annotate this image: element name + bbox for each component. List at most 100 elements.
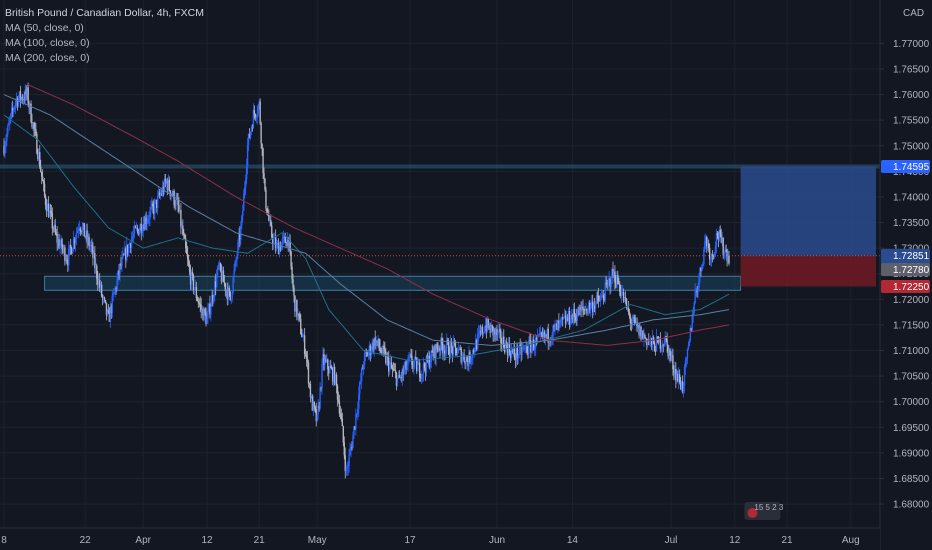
ma100-legend[interactable]: MA (100, close, 0) bbox=[5, 37, 90, 49]
x-tick-label: Aug bbox=[842, 535, 860, 546]
candle bbox=[185, 234, 187, 253]
candle bbox=[168, 176, 170, 192]
candle bbox=[518, 341, 520, 359]
candle bbox=[211, 288, 213, 307]
candle bbox=[719, 225, 721, 238]
ma50-line[interactable] bbox=[3, 114, 730, 362]
candle bbox=[466, 355, 468, 363]
candle bbox=[358, 386, 360, 417]
candle bbox=[68, 241, 70, 271]
candle bbox=[182, 219, 184, 236]
candle bbox=[251, 124, 254, 132]
candle bbox=[49, 203, 52, 220]
candle bbox=[242, 204, 244, 223]
candle bbox=[121, 251, 123, 273]
candle bbox=[93, 250, 95, 259]
candle bbox=[318, 401, 320, 412]
candle bbox=[91, 238, 93, 255]
candle bbox=[135, 222, 138, 232]
resistance-line[interactable] bbox=[0, 164, 880, 169]
target-zone[interactable] bbox=[740, 166, 876, 256]
candle bbox=[261, 143, 263, 157]
candle bbox=[619, 280, 621, 297]
candle bbox=[100, 281, 103, 298]
candle bbox=[354, 425, 356, 431]
candle bbox=[628, 308, 631, 319]
candle bbox=[705, 233, 707, 249]
candle bbox=[285, 241, 287, 247]
candle bbox=[394, 363, 397, 379]
candle bbox=[399, 374, 402, 381]
candle bbox=[306, 350, 309, 370]
candle bbox=[581, 301, 583, 312]
ma200-line[interactable] bbox=[26, 83, 730, 346]
candle bbox=[404, 360, 406, 376]
ma100-line[interactable] bbox=[3, 94, 730, 346]
candle bbox=[111, 290, 113, 318]
y-tick-label: 1.69500 bbox=[893, 423, 930, 434]
candle bbox=[265, 186, 267, 212]
candle bbox=[447, 338, 450, 356]
candle bbox=[342, 425, 344, 447]
candle bbox=[222, 266, 225, 282]
candle bbox=[465, 356, 467, 370]
candle bbox=[436, 341, 438, 353]
candle bbox=[668, 345, 670, 362]
candle bbox=[692, 306, 694, 323]
candle bbox=[709, 257, 712, 266]
candle bbox=[305, 351, 308, 367]
candle bbox=[244, 181, 246, 199]
ma200-legend[interactable]: MA (200, close, 0) bbox=[5, 52, 90, 64]
candle bbox=[276, 239, 279, 249]
candle bbox=[428, 351, 431, 370]
time-axis[interactable] bbox=[0, 528, 880, 550]
candle bbox=[237, 239, 239, 260]
candle bbox=[181, 221, 183, 229]
candle bbox=[611, 267, 613, 284]
support-zone[interactable] bbox=[44, 275, 742, 291]
candle bbox=[110, 303, 112, 319]
ma50-legend[interactable]: MA (50, close, 0) bbox=[5, 22, 84, 34]
candle bbox=[62, 244, 64, 254]
candle bbox=[623, 296, 626, 303]
candle bbox=[398, 369, 401, 379]
candle bbox=[405, 359, 407, 375]
candle bbox=[379, 339, 381, 354]
candle bbox=[315, 402, 317, 427]
candle bbox=[109, 301, 112, 328]
candle bbox=[196, 295, 199, 302]
candle bbox=[164, 173, 167, 188]
stop-zone[interactable] bbox=[740, 255, 876, 287]
candle bbox=[300, 313, 302, 335]
candle bbox=[707, 237, 709, 251]
candle bbox=[281, 233, 284, 251]
candle bbox=[675, 362, 677, 389]
candle bbox=[193, 289, 196, 296]
candle bbox=[158, 188, 161, 199]
candle bbox=[153, 199, 155, 220]
candle bbox=[33, 121, 35, 137]
candle bbox=[200, 297, 202, 319]
candle bbox=[532, 336, 534, 354]
candle bbox=[714, 241, 717, 258]
candle bbox=[270, 214, 272, 227]
event-badge[interactable]: 15 5 2 3 bbox=[744, 502, 784, 520]
candle bbox=[363, 350, 366, 370]
price-tag-label: 1.72780 bbox=[893, 265, 930, 276]
candle bbox=[522, 343, 524, 353]
candle bbox=[590, 302, 592, 317]
candle bbox=[341, 412, 344, 427]
candle bbox=[679, 369, 681, 385]
candle bbox=[401, 367, 403, 386]
candle bbox=[355, 408, 357, 436]
candle bbox=[322, 347, 324, 370]
candle bbox=[57, 232, 59, 251]
candle bbox=[575, 308, 577, 326]
candle bbox=[188, 260, 191, 276]
candle bbox=[73, 237, 76, 250]
candle bbox=[298, 313, 300, 322]
candle bbox=[374, 330, 376, 350]
candle bbox=[422, 357, 425, 382]
